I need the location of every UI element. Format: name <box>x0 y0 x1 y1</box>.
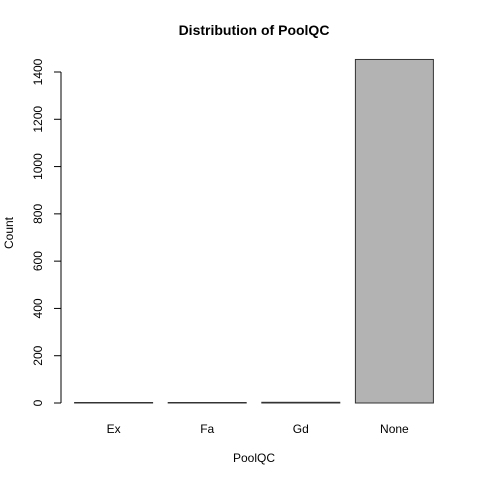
y-axis: 0 200 400 600 800 1000 1200 1400 <box>31 58 62 406</box>
bars <box>74 58 434 404</box>
x-axis-label: PoolQC <box>233 451 275 465</box>
y-tick-label: 1000 <box>31 153 45 180</box>
y-tick-label: 1200 <box>31 106 45 133</box>
bar-gd <box>261 401 341 404</box>
bar-fa <box>167 402 247 404</box>
x-tick-label-none: None <box>380 422 409 436</box>
y-tick-label: 1400 <box>31 58 45 85</box>
y-tick-label: 400 <box>31 298 45 318</box>
y-tick-label: 200 <box>31 345 45 365</box>
y-axis-label: Count <box>2 216 16 249</box>
bar-none <box>354 58 434 404</box>
chart-title: Distribution of PoolQC <box>179 22 330 38</box>
y-tick-label: 600 <box>31 251 45 271</box>
y-tick-label: 0 <box>31 399 45 406</box>
bar-ex <box>74 402 154 404</box>
x-tick-label-gd: Gd <box>293 422 309 436</box>
y-tick-label: 800 <box>31 204 45 224</box>
x-tick-labels: Ex Fa Gd None <box>107 422 409 436</box>
x-tick-label-ex: Ex <box>107 422 121 436</box>
x-tick-label-fa: Fa <box>200 422 214 436</box>
